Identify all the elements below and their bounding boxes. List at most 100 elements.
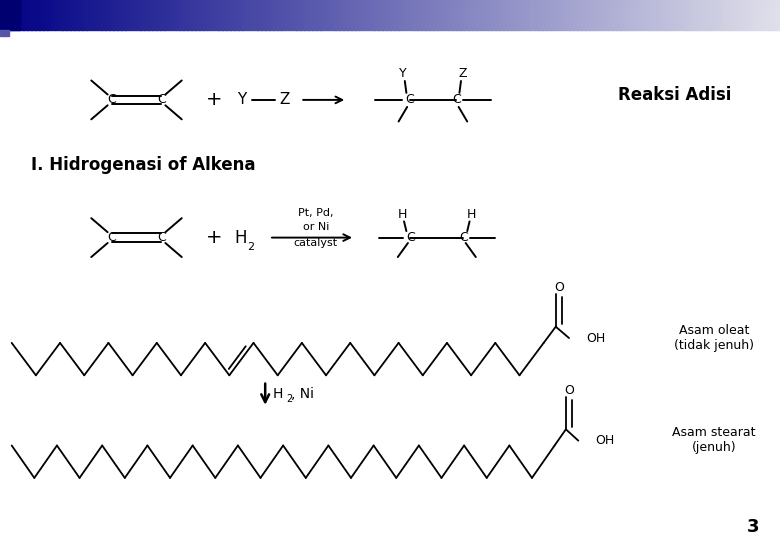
Bar <box>144 0 149 30</box>
Bar <box>382 0 387 30</box>
Bar <box>554 0 558 30</box>
Bar <box>66 0 71 30</box>
Bar <box>760 0 765 30</box>
Bar <box>484 0 488 30</box>
Bar <box>308 0 313 30</box>
Bar <box>757 0 761 30</box>
Bar <box>460 0 465 30</box>
Bar <box>62 0 67 30</box>
Text: 2: 2 <box>286 394 292 404</box>
Bar <box>741 0 746 30</box>
Bar <box>265 0 270 30</box>
Text: Reaksi Adisi: Reaksi Adisi <box>618 85 732 104</box>
Bar <box>332 0 336 30</box>
Bar <box>39 0 44 30</box>
Text: I. Hidrogenasi of Alkena: I. Hidrogenasi of Alkena <box>31 156 256 174</box>
Bar <box>47 0 51 30</box>
Bar <box>604 0 609 30</box>
Bar <box>0 30 9 36</box>
Bar <box>655 0 660 30</box>
Bar <box>70 0 75 30</box>
Bar <box>347 0 352 30</box>
Bar <box>168 0 172 30</box>
Bar <box>226 0 231 30</box>
Bar <box>242 0 246 30</box>
Bar <box>164 0 168 30</box>
Text: Z: Z <box>459 68 466 80</box>
Text: Asam stearat
(jenuh): Asam stearat (jenuh) <box>672 426 756 454</box>
Bar <box>234 0 239 30</box>
Bar <box>448 0 453 30</box>
Bar <box>620 0 625 30</box>
Bar <box>98 0 102 30</box>
Bar <box>429 0 434 30</box>
Bar <box>421 0 426 30</box>
Bar <box>121 0 126 30</box>
Bar <box>250 0 254 30</box>
Bar <box>215 0 219 30</box>
Bar <box>74 0 79 30</box>
Bar <box>488 0 492 30</box>
Bar <box>644 0 648 30</box>
Bar <box>109 0 114 30</box>
Bar <box>367 0 371 30</box>
Bar <box>632 0 636 30</box>
Bar <box>230 0 235 30</box>
Bar <box>78 0 83 30</box>
Bar <box>441 0 445 30</box>
Bar <box>339 0 344 30</box>
Text: C: C <box>107 93 116 106</box>
Bar <box>343 0 348 30</box>
Bar <box>4 0 9 30</box>
Bar <box>117 0 122 30</box>
Bar <box>218 0 223 30</box>
Bar <box>667 0 672 30</box>
Bar <box>628 0 633 30</box>
Bar <box>776 0 780 30</box>
Text: +: + <box>206 228 223 247</box>
Text: H: H <box>273 387 283 401</box>
Bar <box>300 0 305 30</box>
Bar <box>749 0 753 30</box>
Bar <box>156 0 161 30</box>
Text: +: + <box>206 90 223 110</box>
Bar <box>764 0 769 30</box>
Bar <box>647 0 652 30</box>
Text: C: C <box>459 231 468 244</box>
Bar <box>94 0 98 30</box>
Bar <box>702 0 707 30</box>
Bar <box>328 0 332 30</box>
Bar <box>679 0 683 30</box>
Text: C: C <box>157 231 166 244</box>
Text: H: H <box>398 208 407 221</box>
Bar <box>222 0 227 30</box>
Bar <box>20 0 24 30</box>
Bar <box>312 0 317 30</box>
Bar <box>526 0 531 30</box>
Bar <box>425 0 430 30</box>
Bar <box>768 0 773 30</box>
Bar <box>597 0 601 30</box>
Text: catalyst: catalyst <box>294 238 338 248</box>
Bar <box>745 0 750 30</box>
Bar <box>562 0 566 30</box>
Bar <box>195 0 200 30</box>
Bar <box>519 0 523 30</box>
Bar <box>608 0 613 30</box>
Bar <box>468 0 473 30</box>
Bar <box>386 0 391 30</box>
Bar <box>203 0 207 30</box>
Bar <box>686 0 691 30</box>
Bar <box>12 0 16 30</box>
Bar <box>698 0 703 30</box>
Bar <box>129 0 133 30</box>
Bar <box>105 0 110 30</box>
Bar <box>476 0 480 30</box>
Bar <box>515 0 519 30</box>
Text: Z: Z <box>279 92 290 107</box>
Bar <box>8 0 12 30</box>
Bar <box>27 0 32 30</box>
Bar <box>289 0 293 30</box>
Bar <box>320 0 324 30</box>
Bar <box>491 0 496 30</box>
